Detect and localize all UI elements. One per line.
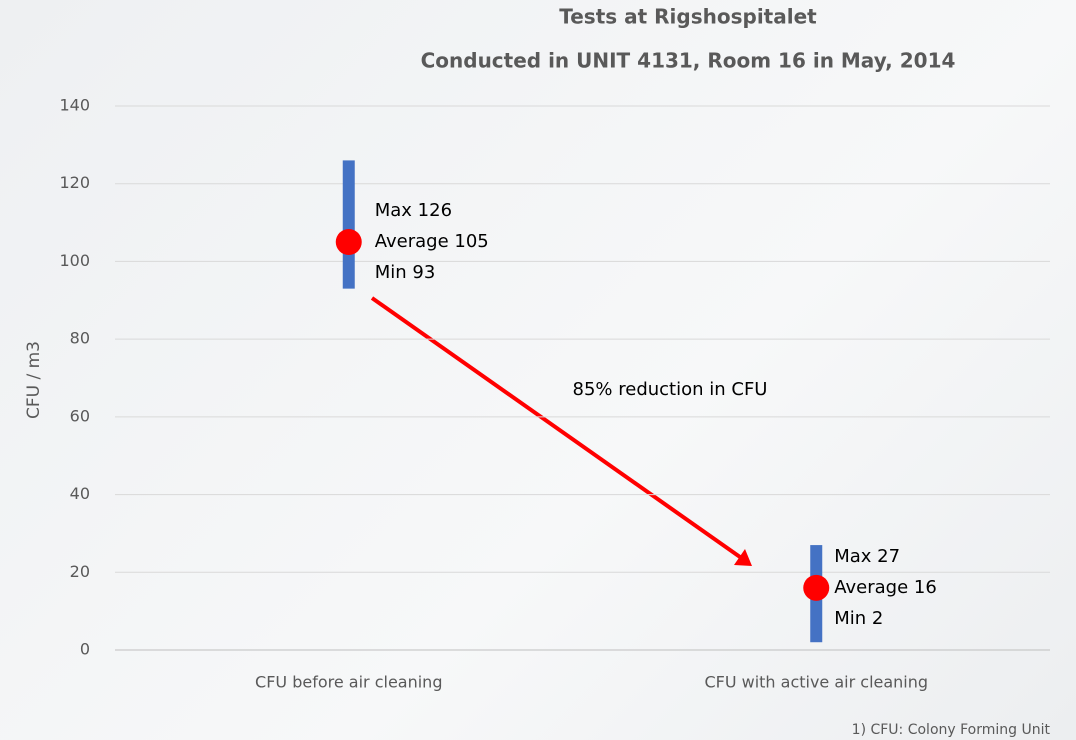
data-label: Average 105 xyxy=(375,231,489,252)
y-axis-label: CFU / m3 xyxy=(24,341,44,419)
data-label: Min 93 xyxy=(375,262,436,283)
y-tick-label: 40 xyxy=(70,484,90,503)
chart-title: Tests at Rigshospitalet xyxy=(559,5,817,29)
y-tick-label: 20 xyxy=(70,562,90,581)
arrow xyxy=(370,296,742,559)
y-tick-label: 60 xyxy=(70,406,90,425)
data-label: Max 126 xyxy=(375,200,452,221)
y-tick-label: 0 xyxy=(80,640,90,659)
chart-subtitle: Conducted in UNIT 4131, Room 16 in May, … xyxy=(421,49,956,73)
x-tick-label: CFU with active air cleaning xyxy=(704,673,928,692)
average-dot xyxy=(335,229,362,255)
y-tick-label: 100 xyxy=(59,251,90,270)
y-tick-label: 140 xyxy=(59,96,90,115)
arrow-head xyxy=(734,549,752,566)
y-tick-label: 80 xyxy=(70,329,90,348)
y-tick-label: 120 xyxy=(59,173,90,192)
x-tick-label: CFU before air cleaning xyxy=(255,673,442,692)
data-label: Max 27 xyxy=(834,546,900,567)
data-label: Average 16 xyxy=(834,577,937,598)
annotation: 85% reduction in CFU xyxy=(573,379,768,400)
average-dot xyxy=(803,574,830,601)
data-label: Min 2 xyxy=(834,608,883,629)
range-bar xyxy=(342,160,355,289)
footnote: 1) CFU: Colony Forming Unit xyxy=(852,722,1051,738)
